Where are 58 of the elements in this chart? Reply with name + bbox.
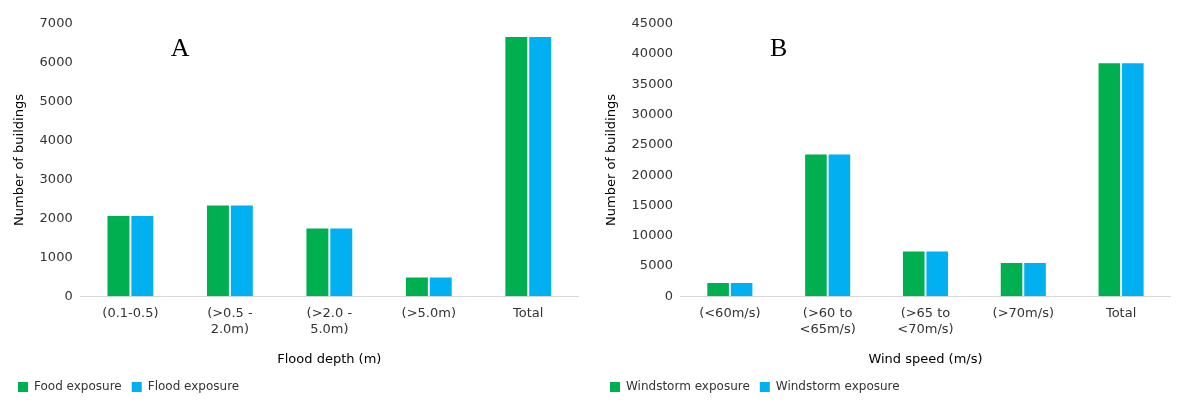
bar: [805, 154, 827, 297]
bar: [1024, 262, 1046, 297]
bar: [330, 228, 353, 297]
y-tick-label: 15000: [631, 196, 673, 212]
y-axis-title: Number of buildings: [11, 93, 27, 226]
y-tick-label: 35000: [631, 75, 673, 91]
legend-label: Flood exposure: [147, 379, 240, 394]
x-axis-title: Wind speed (m/s): [868, 350, 983, 366]
x-tick-label: (>60 to <65m/s): [799, 305, 856, 336]
y-tick-label: 7000: [39, 15, 73, 31]
bar: [1000, 262, 1023, 297]
bar: [206, 205, 229, 297]
y-tick-label: 45000: [631, 15, 673, 31]
y-tick-label: 10000: [631, 227, 673, 243]
bar: [429, 277, 452, 297]
x-tick-label: (>0.5 - 2.0m): [207, 305, 253, 336]
y-tick-label: 0: [64, 287, 73, 303]
y-tick-label: 4000: [39, 131, 73, 147]
x-tick-label: (0.1-0.5): [102, 305, 159, 321]
y-tick-label: 25000: [631, 136, 673, 152]
bar: [230, 205, 253, 297]
y-tick-label: 5000: [39, 93, 73, 108]
bar: [131, 216, 154, 297]
y-tick-label: 30000: [631, 105, 673, 121]
bar: [1098, 63, 1121, 297]
y-tick-label: 2000: [39, 209, 73, 225]
bar: [902, 251, 925, 297]
legend-label: Windstorm exposure: [626, 379, 750, 394]
x-tick-label: (>5.0m): [401, 305, 456, 321]
bar: [107, 216, 130, 297]
y-tick-label: 40000: [631, 45, 673, 61]
x-tick-label: (<60m/s): [699, 305, 761, 321]
x-tick-label: Total: [1104, 305, 1137, 321]
bar: [505, 37, 528, 297]
x-tick-label: (>70m/s): [992, 305, 1054, 321]
y-tick-label: 3000: [39, 170, 73, 186]
bar: [828, 154, 851, 297]
x-tick-label: (>65 to <70m/s): [897, 305, 954, 336]
legend-label: Food exposure: [34, 379, 122, 394]
y-tick-label: 0: [664, 287, 673, 303]
bar: [730, 282, 753, 297]
bar: [926, 251, 949, 297]
x-tick-label: (>2.0 - 5.0m): [306, 305, 353, 336]
y-axis-title: Number of buildings: [603, 93, 619, 226]
x-tick-label: Total: [512, 305, 544, 321]
y-tick-label: 5000: [639, 257, 673, 273]
y-tick-label: 6000: [39, 54, 73, 70]
bar: [529, 37, 552, 297]
chart-title: B: [770, 32, 788, 62]
y-tick-label: 20000: [631, 166, 673, 182]
chart-title: A: [170, 32, 190, 62]
x-axis-title: Flood depth (m): [277, 350, 382, 366]
bar: [405, 277, 428, 297]
bar: [707, 282, 729, 297]
bar: [1122, 63, 1144, 297]
bar: [306, 228, 329, 297]
y-tick-label: 1000: [39, 248, 73, 264]
legend-label: Windstorm exposure: [775, 379, 900, 394]
